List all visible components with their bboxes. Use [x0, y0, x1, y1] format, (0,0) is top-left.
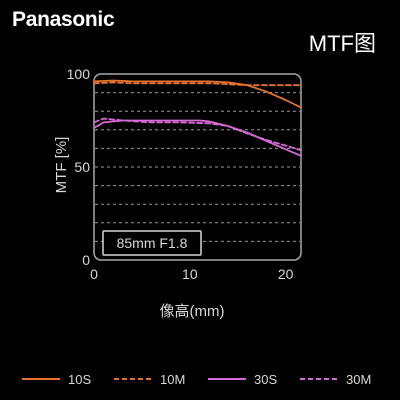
- legend-label-10S: 10S: [68, 372, 91, 387]
- x-axis-label: 像高(mm): [160, 303, 225, 320]
- lens-annotation: 85mm F1.8: [102, 230, 202, 256]
- series-line-10M: [93, 81, 302, 87]
- x-tick-label: 20: [278, 266, 294, 282]
- plot-frame: [93, 73, 302, 261]
- series-line-30M: [93, 117, 302, 152]
- y-tick-label: 0: [82, 252, 90, 268]
- series-line-10S: [93, 79, 302, 109]
- chart-title: MTF图: [308, 31, 376, 56]
- y-axis-label: MTF [%]: [53, 137, 70, 194]
- grid-lines: [95, 92, 300, 242]
- y-tick-label: 50: [74, 159, 90, 175]
- x-tick-label: 10: [182, 266, 198, 282]
- legend-label-10M: 10M: [160, 372, 185, 387]
- brand-logo: Panasonic: [12, 8, 115, 31]
- x-tick-label: 0: [90, 266, 98, 282]
- tick-labels: 0 10 20 0 50 100: [67, 66, 294, 282]
- legend-label-30M: 30M: [346, 372, 371, 387]
- series-line-30S: [93, 119, 302, 157]
- lens-annotation-text: 85mm F1.8: [117, 235, 188, 251]
- series-lines: [93, 79, 302, 157]
- legend: 10S 10M 30S 30M: [22, 372, 371, 387]
- plot-border: [93, 73, 302, 261]
- legend-label-30S: 30S: [254, 372, 277, 387]
- y-tick-label: 100: [67, 66, 91, 82]
